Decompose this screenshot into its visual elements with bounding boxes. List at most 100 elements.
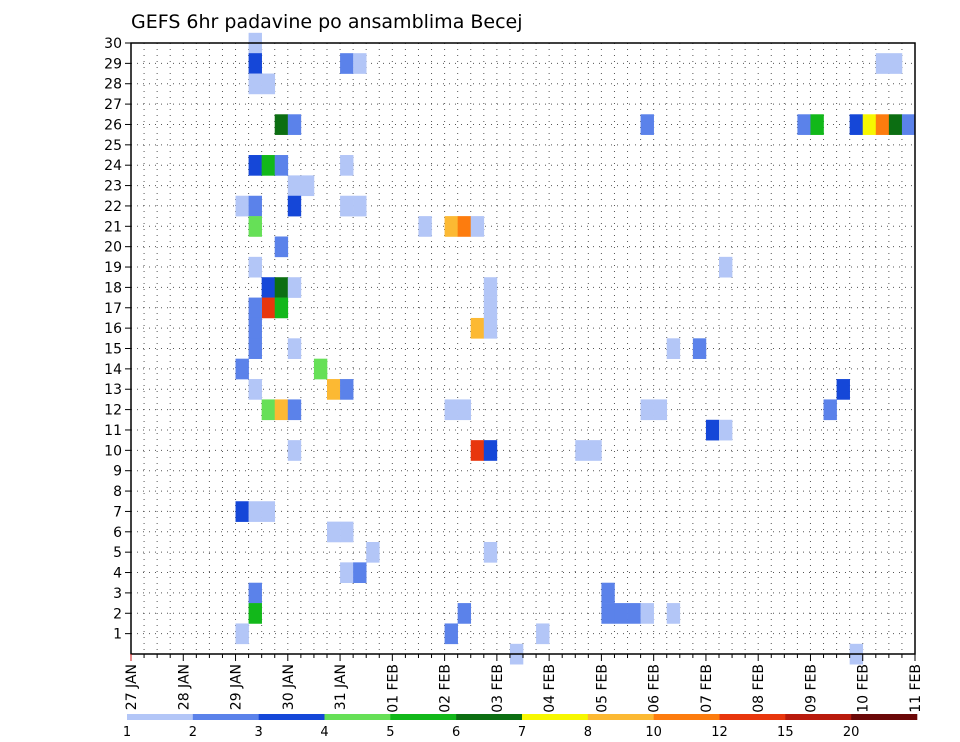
precip-cell — [340, 521, 354, 543]
precip-cell — [601, 582, 615, 604]
precip-cell — [575, 440, 589, 461]
legend-level-label: 5 — [386, 725, 394, 740]
y-tick-label: 29 — [104, 56, 122, 72]
precip-cell — [457, 399, 472, 421]
y-tick-label: 4 — [113, 566, 122, 582]
precip-cell — [483, 277, 498, 298]
precip-cell — [261, 297, 276, 319]
y-tick-label: 30 — [104, 36, 122, 52]
precip-cell — [797, 114, 811, 135]
y-tick-label: 7 — [113, 504, 122, 520]
precip-cell — [261, 155, 276, 176]
precip-cell — [444, 216, 458, 237]
legend-swatch — [258, 714, 325, 720]
x-tick-label: 01 FEB — [385, 664, 401, 713]
x-tick-label: 27 JAN — [124, 664, 140, 710]
precip-cell — [901, 114, 916, 135]
precip-cell — [340, 379, 354, 400]
precip-cell — [444, 399, 458, 421]
y-tick-label: 12 — [104, 403, 122, 419]
precip-cell — [261, 501, 276, 522]
legend-swatch — [324, 714, 391, 720]
precip-cell — [274, 297, 289, 319]
precip-cell — [274, 155, 289, 176]
legend-level-label: 7 — [518, 725, 526, 740]
legend-level-label: 4 — [320, 725, 328, 740]
y-tick-label: 10 — [104, 443, 122, 459]
y-tick-label: 25 — [104, 138, 122, 154]
x-axis: 27 JAN 28 JAN 29 JAN 30 JAN 31 JAN 01 FEB 02 F… — [124, 654, 924, 713]
precip-cell — [666, 338, 681, 359]
y-tick-label: 5 — [113, 545, 122, 561]
precip-cell — [862, 114, 877, 135]
precip-cell — [705, 419, 720, 441]
precip-cell — [640, 399, 654, 421]
legend-swatch — [785, 714, 852, 720]
precip-cell — [888, 114, 903, 135]
precip-cell — [353, 195, 367, 217]
legend-level-label: 20 — [843, 725, 860, 740]
precip-cell — [340, 155, 354, 176]
precip-cell — [457, 603, 472, 624]
y-tick-label: 11 — [104, 423, 122, 439]
legend-swatch — [522, 714, 589, 720]
precip-cell — [248, 216, 262, 237]
x-tick-label: 29 JAN — [229, 664, 245, 710]
precip-cell — [248, 256, 262, 278]
precip-cell — [353, 562, 367, 584]
y-tick-label: 2 — [113, 606, 122, 622]
legend-level-label: 1 — [123, 725, 131, 740]
x-tick-label: 30 JAN — [281, 664, 297, 710]
precip-cell — [248, 379, 262, 400]
y-tick-label: 21 — [104, 219, 122, 235]
precip-cell — [640, 603, 654, 624]
x-tick-label: 08 FEB — [751, 664, 767, 713]
y-tick-label: 18 — [104, 280, 122, 296]
precip-cell — [287, 277, 302, 298]
chart-title: GEFS 6hr padavine po ansamblima Becej — [131, 11, 523, 33]
precip-cell — [235, 501, 249, 522]
y-tick-label: 19 — [104, 260, 122, 276]
legend-level-label: 15 — [777, 725, 794, 740]
precip-cell — [248, 582, 262, 604]
legend-level-label: 3 — [255, 725, 263, 740]
precip-cell — [248, 53, 262, 74]
precip-cell — [353, 53, 367, 74]
precip-cell — [849, 114, 864, 135]
y-tick-label: 3 — [113, 586, 122, 602]
precip-cell — [444, 623, 458, 645]
precip-cell — [483, 317, 498, 339]
precip-cell — [248, 73, 262, 95]
precip-cell — [274, 236, 289, 258]
precip-cell — [248, 155, 262, 176]
precip-cell — [588, 440, 602, 461]
precip-cell — [470, 216, 485, 237]
x-tick-label: 28 JAN — [176, 664, 192, 710]
y-tick-label: 24 — [104, 158, 122, 174]
precip-cell — [248, 195, 262, 217]
legend-swatch — [719, 714, 786, 720]
y-tick-label: 22 — [104, 199, 122, 215]
precip-cell — [287, 399, 302, 421]
x-tick-label: 06 FEB — [647, 664, 663, 713]
precip-cell — [875, 53, 890, 74]
x-tick-label: 05 FEB — [594, 664, 610, 713]
precip-cell — [261, 277, 276, 298]
precip-cell — [719, 256, 733, 278]
y-tick-label: 26 — [104, 117, 122, 133]
precip-cell — [287, 195, 302, 217]
precip-cell — [340, 53, 354, 74]
y-tick-label: 14 — [104, 362, 122, 378]
precip-cell — [470, 317, 485, 339]
y-tick-label: 13 — [104, 382, 122, 398]
precip-cell — [248, 317, 262, 339]
precip-cell — [640, 114, 654, 135]
precip-cell — [666, 603, 681, 624]
precip-cell — [287, 175, 302, 197]
precip-cell — [235, 623, 249, 645]
legend-level-label: 12 — [711, 725, 728, 740]
precip-cell — [875, 114, 890, 135]
y-tick-label: 16 — [104, 321, 122, 337]
precip-cell — [287, 114, 302, 135]
